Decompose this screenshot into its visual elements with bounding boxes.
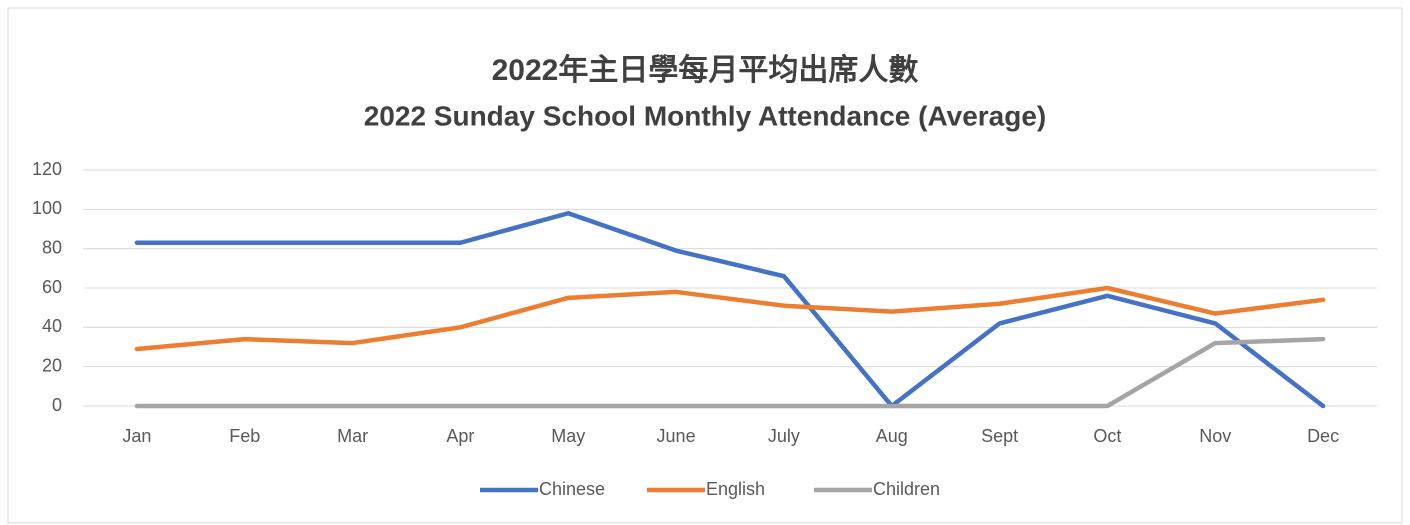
x-tick-label: Apr [446, 426, 474, 446]
chart-subtitle: 2022 Sunday School Monthly Attendance (A… [364, 100, 1047, 131]
x-tick-label: Nov [1199, 426, 1231, 446]
y-tick-label: 80 [42, 237, 62, 257]
y-tick-label: 60 [42, 277, 62, 297]
y-tick-label: 40 [42, 316, 62, 336]
x-tick-label: Mar [337, 426, 368, 446]
x-tick-label: July [768, 426, 800, 446]
x-tick-label: Jan [122, 426, 151, 446]
x-tick-label: Aug [876, 426, 908, 446]
chart-title: 2022年主日學每月平均出席人數 [492, 53, 919, 87]
legend-label: English [706, 479, 765, 499]
legend-label: Children [873, 479, 940, 499]
y-tick-label: 120 [32, 159, 62, 179]
x-tick-label: Dec [1307, 426, 1339, 446]
x-tick-label: May [551, 426, 585, 446]
y-tick-label: 0 [52, 395, 62, 415]
y-tick-label: 100 [32, 198, 62, 218]
series-line [134, 336, 1326, 409]
y-tick-label: 20 [42, 355, 62, 375]
x-tick-label: Sept [981, 426, 1018, 446]
chart-border [7, 7, 1403, 524]
series-line [134, 285, 1326, 352]
series-line [134, 211, 1326, 409]
x-tick-label: Feb [229, 426, 260, 446]
x-tick-label: June [657, 426, 696, 446]
legend-label: Chinese [539, 479, 605, 499]
x-tick-label: Oct [1093, 426, 1121, 446]
